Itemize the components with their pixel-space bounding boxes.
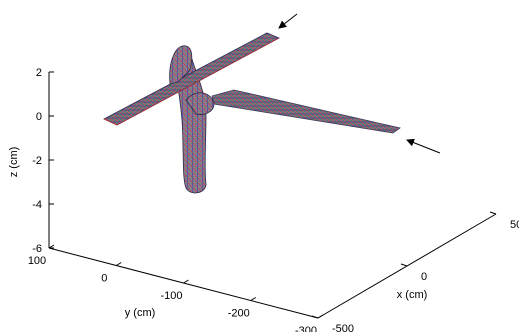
x-tick-mark [489, 211, 497, 215]
x-tick-mark [311, 315, 319, 319]
z-tick-label: -2 [32, 155, 42, 167]
y-tick-mark [183, 279, 189, 284]
front-wing-edge [103, 37, 280, 126]
y-tick-mark [317, 314, 324, 319]
y-tick-mark [115, 262, 122, 266]
z-tick-label: 2 [36, 67, 42, 79]
y-tick-label: -300 [295, 325, 317, 332]
rear-wing [211, 89, 401, 134]
z-ticks: 2 0 -2 -4 -6 [32, 67, 54, 255]
annotations [278, 13, 441, 154]
x-tick-label: -500 [332, 323, 354, 332]
y-tick-mark [48, 244, 55, 249]
aircraft-surface [103, 32, 401, 194]
z-tick-label: -4 [32, 199, 42, 211]
z-tick-label: -6 [32, 243, 42, 255]
y-tick-label: 100 [28, 255, 46, 267]
z-axis-label: z (cm) [8, 147, 20, 178]
y-tick-label: -100 [160, 290, 182, 302]
x-tick-mark [400, 263, 408, 267]
y-tick-label: 0 [101, 273, 107, 285]
y-tick-mark [250, 297, 257, 301]
y-tick-label: -200 [228, 308, 250, 320]
fuselage-top [169, 45, 193, 85]
x-ticks: -500 0 500 [311, 211, 519, 332]
arrow-upper-wing-tip [278, 13, 298, 29]
x-tick-label: 0 [421, 271, 427, 283]
z-tick-label: 0 [36, 111, 42, 123]
arrow-lower-wing-tip [406, 138, 441, 154]
fuselage-bulge [185, 92, 215, 115]
y-ticks: 100 0 -100 -200 -300 [28, 244, 324, 332]
x-axis-label: x (cm) [397, 289, 428, 301]
x-tick-label: 500 [510, 219, 519, 231]
y-axis-label: y (cm) [125, 307, 156, 319]
